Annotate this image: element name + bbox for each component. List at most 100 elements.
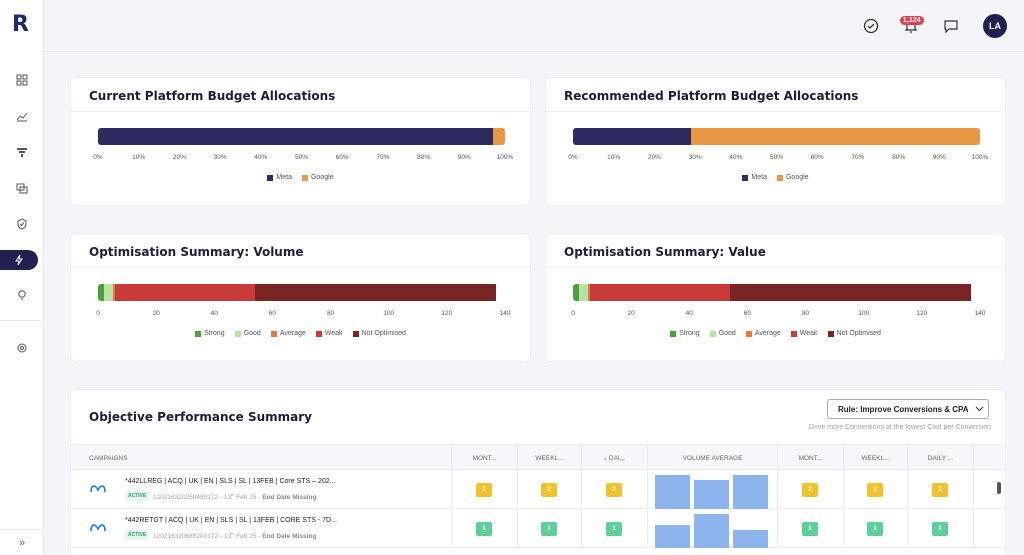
legend-item[interactable]: Good: [709, 330, 736, 337]
tick-label: 20%: [647, 154, 661, 161]
bar-segment-google[interactable]: [691, 128, 980, 145]
score-badge[interactable]: 2: [476, 483, 492, 497]
score-badge[interactable]: 1: [932, 522, 948, 536]
tick-label: 30%: [213, 154, 227, 161]
col-weekly[interactable]: WEEKL...: [517, 445, 581, 471]
score-badge[interactable]: 1: [476, 522, 492, 536]
budget-stacked-bar: [98, 128, 505, 145]
tick-label: 0: [96, 310, 100, 317]
optimisation-stacked-bar: [573, 284, 980, 301]
axis-ticks: 0% 10% 20% 30% 40% 50% 60% 70% 80% 90% 100%: [93, 154, 513, 164]
app-logo[interactable]: R: [12, 12, 29, 37]
score-badge[interactable]: 2: [802, 483, 818, 497]
col-monthly-2[interactable]: MONT...: [777, 445, 843, 471]
status-badge: ACTIVE: [125, 530, 150, 540]
filter-icon[interactable]: [12, 142, 32, 162]
volume-bar: [694, 514, 729, 548]
tick-label: 140: [974, 310, 986, 317]
card-title: Optimisation Summary: Value: [564, 245, 766, 259]
col-volume-average[interactable]: VOLUME AVERAGE: [647, 445, 777, 471]
bar-segment-not-optimised[interactable]: [729, 284, 972, 301]
optimisation-nav-active[interactable]: [0, 250, 38, 270]
bar-segment-strong[interactable]: [98, 284, 104, 301]
col-daily-sorted[interactable]: ↓ DAI...: [581, 445, 647, 471]
bar-segment-meta[interactable]: [573, 128, 692, 145]
score-badge[interactable]: 2: [932, 483, 948, 497]
dashboard-icon[interactable]: [12, 70, 32, 90]
score-badge[interactable]: 2: [867, 483, 883, 497]
rule-dropdown-button[interactable]: Rule: Improve Conversions & CPA: [827, 399, 989, 419]
shield-icon[interactable]: [12, 214, 32, 234]
tick-label: 40: [685, 310, 693, 317]
table-row[interactable]: *442LLREG | ACQ | UK | EN | SLS | SL | 1…: [71, 471, 1005, 509]
volume-bar: [655, 475, 690, 509]
bar-segment-good[interactable]: [103, 284, 113, 301]
score-badge[interactable]: 1: [867, 522, 883, 536]
tick-label: 120: [441, 310, 453, 317]
col-campaigns[interactable]: CAMPAIGNS: [89, 454, 128, 462]
col-monthly[interactable]: MONT...: [451, 445, 517, 471]
card-title: Current Platform Budget Allocations: [89, 89, 336, 103]
messages-chat-icon[interactable]: [942, 17, 960, 35]
chart-legend: Meta Google: [546, 174, 1005, 181]
tasks-check-icon[interactable]: [862, 17, 880, 35]
volume-bar: [694, 480, 729, 509]
optimisation-stacked-bar: [98, 284, 505, 301]
legend-swatch: [745, 330, 752, 337]
legend-swatch: [776, 174, 783, 181]
bar-segment-average[interactable]: [587, 284, 591, 301]
lightbulb-icon[interactable]: [12, 285, 32, 305]
axis-ticks: 0% 10% 20% 30% 40% 50% 60% 70% 80% 90% 100%: [568, 154, 988, 164]
analytics-icon[interactable]: [12, 106, 32, 126]
legend-item[interactable]: Not Optimised: [827, 330, 881, 337]
col-weekly-2[interactable]: WEEKL...: [843, 445, 907, 471]
tick-label: 100: [858, 310, 870, 317]
legend-swatch: [742, 174, 749, 181]
legend-item[interactable]: Meta: [267, 174, 292, 181]
legend-item[interactable]: Weak: [790, 330, 818, 337]
bar-segment-not-optimised[interactable]: [254, 284, 497, 301]
table-scrollbar-thumb[interactable]: [997, 482, 1001, 494]
legend-item[interactable]: Google: [776, 174, 809, 181]
campaigns-icon[interactable]: [12, 178, 32, 198]
tick-label: 100: [383, 310, 395, 317]
score-badge[interactable]: 1: [606, 522, 622, 536]
legend-item[interactable]: Average: [745, 330, 781, 337]
lightning-icon: [15, 254, 23, 266]
user-avatar[interactable]: LA: [983, 14, 1007, 38]
legend-swatch: [670, 330, 677, 337]
legend-item[interactable]: Not Optimised: [352, 330, 406, 337]
legend-item[interactable]: Weak: [315, 330, 343, 337]
score-badge[interactable]: 1: [802, 522, 818, 536]
score-badge[interactable]: 2: [606, 483, 622, 497]
legend-item[interactable]: Average: [270, 330, 306, 337]
legend-item[interactable]: Strong: [195, 330, 225, 337]
optimisation-value-card: Optimisation Summary: Value 0 20 40 60 80 100…: [545, 233, 1006, 362]
score-badge[interactable]: 1: [541, 522, 557, 536]
legend-item[interactable]: Meta: [742, 174, 767, 181]
table-row[interactable]: *442RETGT | ACQ | UK | EN | SLS | SL | 1…: [71, 510, 1005, 548]
legend-swatch: [352, 330, 359, 337]
volume-bar: [733, 530, 768, 548]
settings-icon[interactable]: [12, 338, 32, 358]
legend-label: Meta: [276, 174, 292, 181]
bar-segment-meta[interactable]: [98, 128, 493, 145]
bar-segment-google[interactable]: [492, 128, 505, 145]
legend-label: Not Optimised: [836, 330, 881, 337]
expand-sidebar-icon[interactable]: »: [0, 529, 44, 555]
score-badge[interactable]: 2: [541, 483, 557, 497]
campaign-name[interactable]: *442RETGT | ACQ | UK | EN | SLS | SL | 1…: [125, 517, 337, 524]
legend-swatch: [195, 330, 202, 337]
bar-segment-weak[interactable]: [590, 284, 730, 301]
bar-segment-strong[interactable]: [573, 284, 579, 301]
col-daily-2[interactable]: DAILY ...: [907, 445, 973, 471]
bar-segment-good[interactable]: [578, 284, 588, 301]
bar-segment-weak[interactable]: [115, 284, 255, 301]
card-title: Objective Performance Summary: [89, 410, 312, 424]
legend-item[interactable]: Strong: [670, 330, 700, 337]
bar-segment-average[interactable]: [112, 284, 116, 301]
legend-item[interactable]: Google: [301, 174, 334, 181]
chevron-down-icon: [975, 406, 983, 412]
legend-item[interactable]: Good: [234, 330, 261, 337]
campaign-name[interactable]: *442LLREG | ACQ | UK | EN | SLS | SL | 1…: [125, 478, 336, 485]
